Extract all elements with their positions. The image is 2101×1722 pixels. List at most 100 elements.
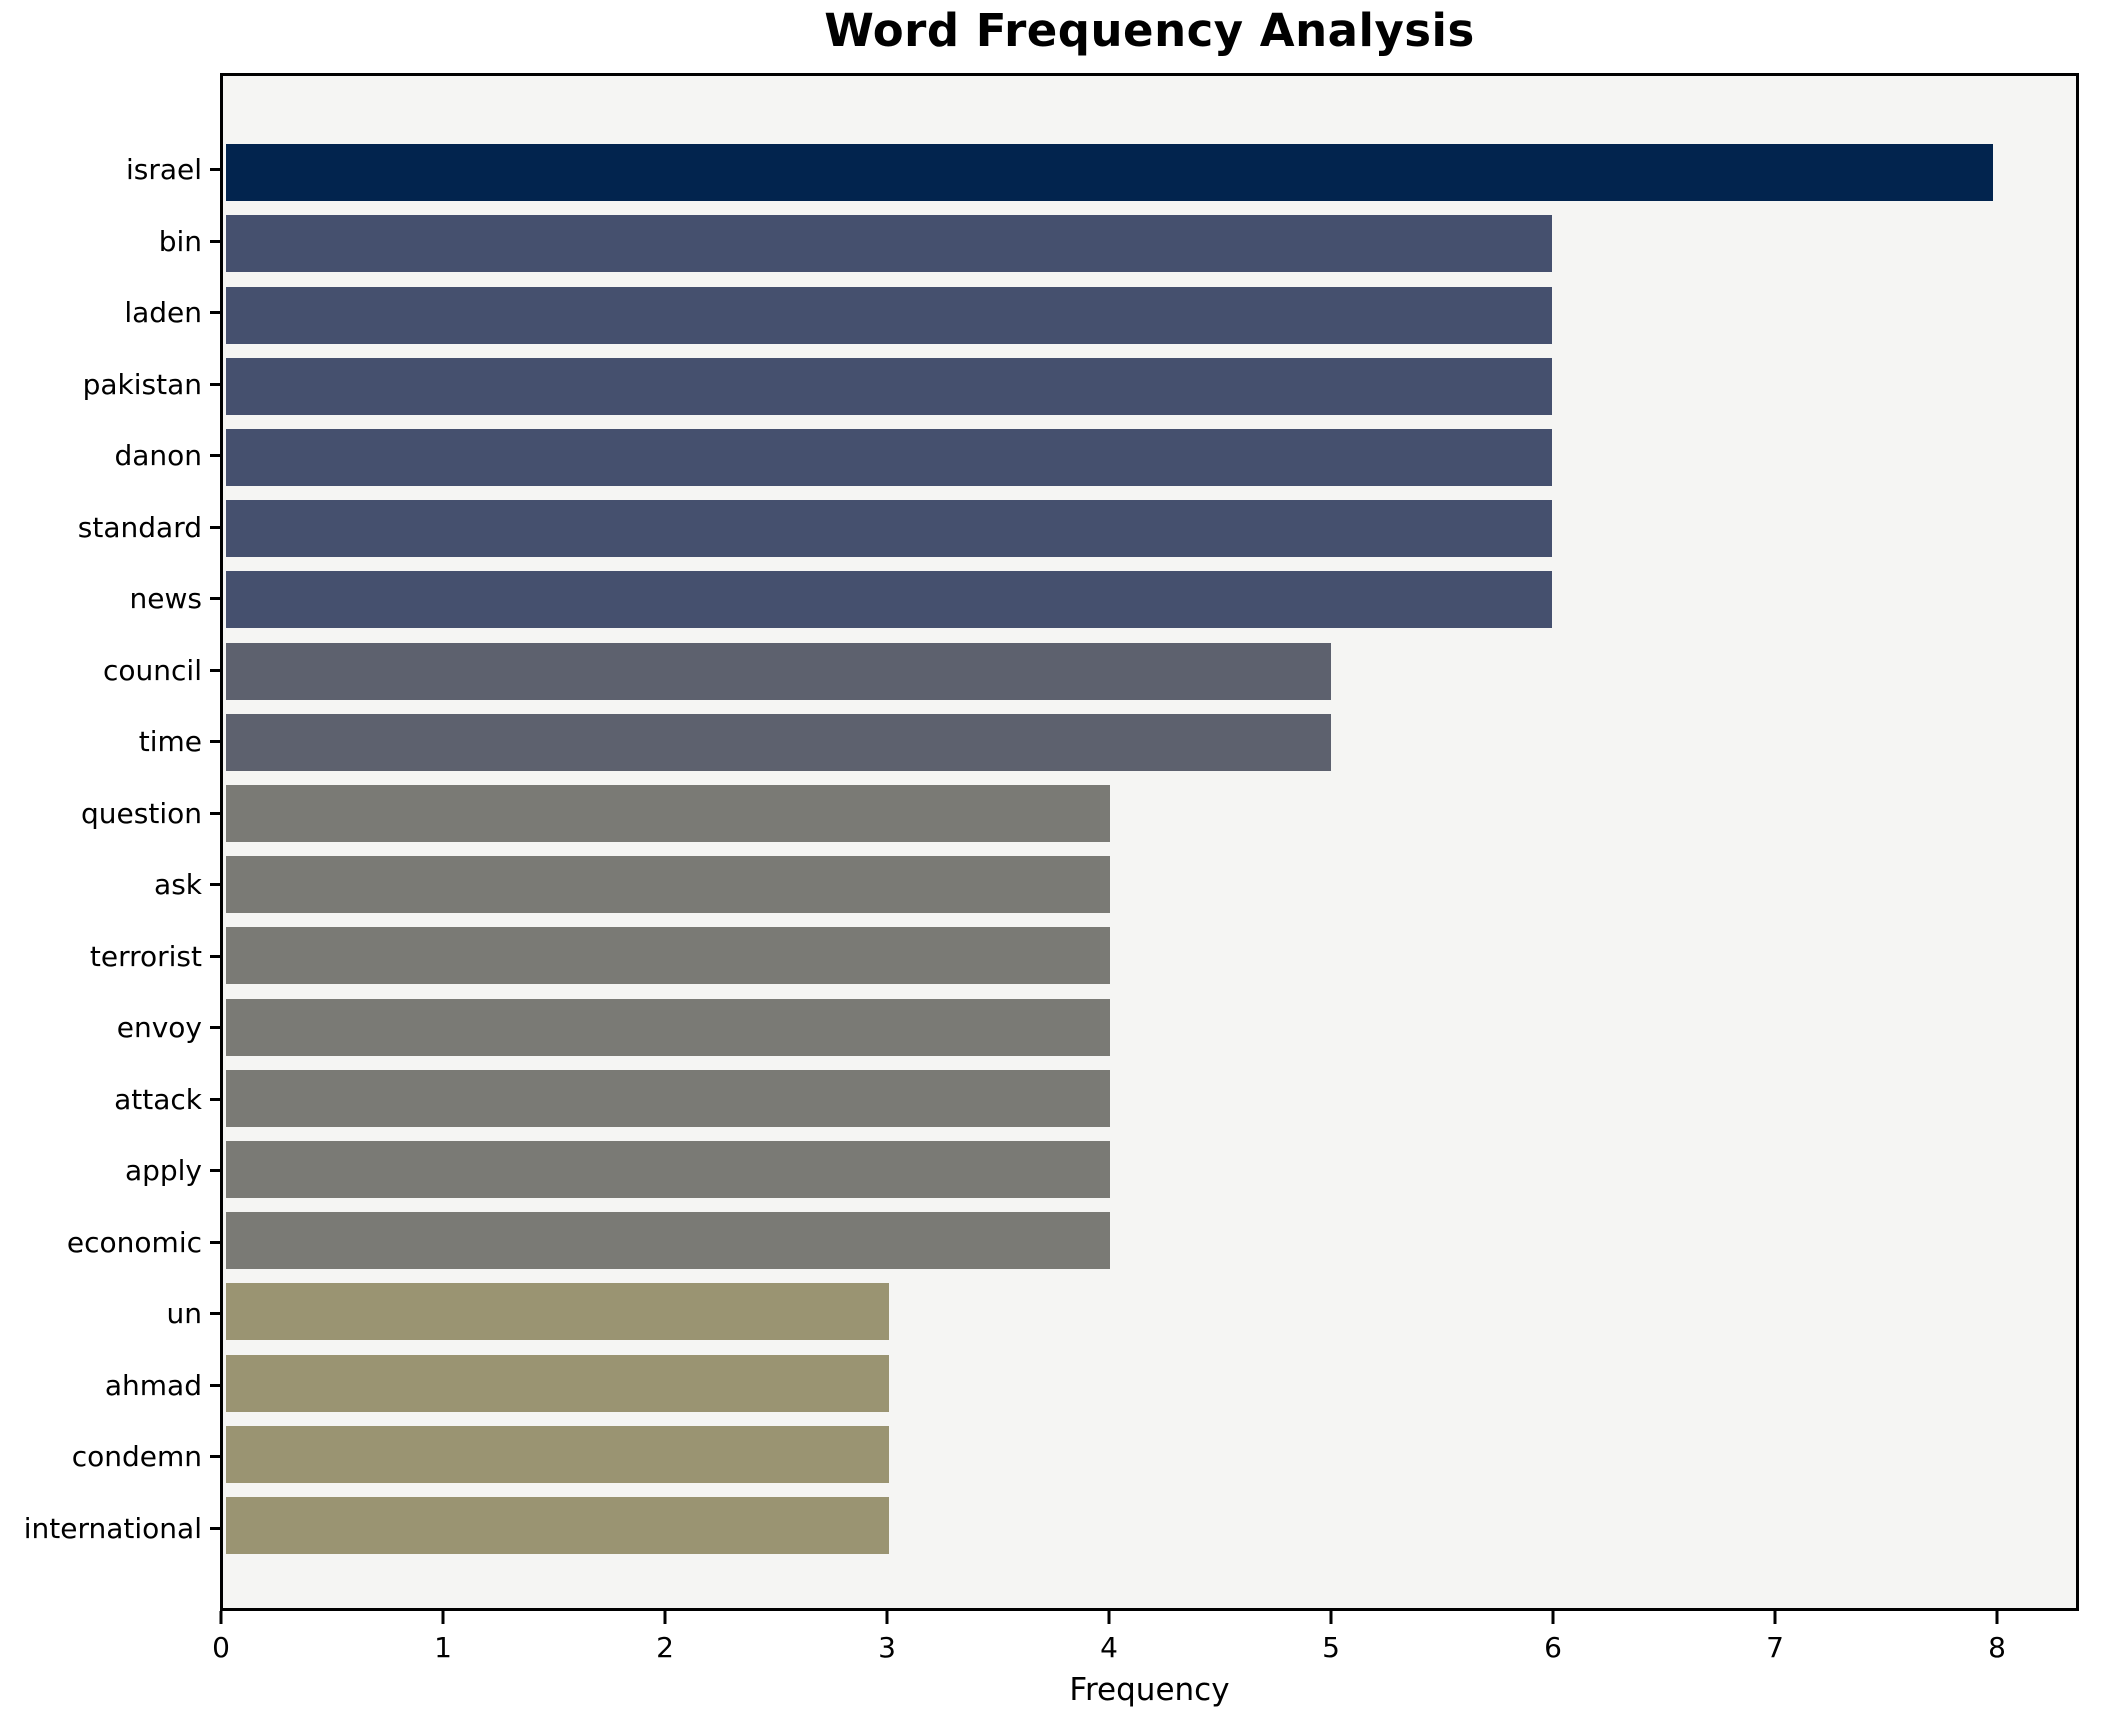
bar-laden [226, 286, 1552, 344]
bar-band [226, 635, 2073, 706]
x-tick-mark [441, 1611, 445, 1624]
x-tick-label: 6 [1544, 1631, 1562, 1664]
plot-area [220, 73, 2079, 1611]
y-tick-label: council [103, 653, 202, 687]
y-tick-label: ask [154, 868, 202, 902]
plot-bands [226, 79, 2073, 1605]
y-axis-labels: israel bin laden pakistan danon standard news c… [0, 76, 220, 1608]
bar-time [226, 713, 1331, 771]
y-tick-mark [210, 1169, 220, 1173]
y-tick-label: news [129, 582, 202, 616]
y-tick-mark [210, 668, 220, 672]
bar-band [226, 279, 2073, 350]
bar-bin [226, 215, 1552, 273]
y-tick-mark [210, 1240, 220, 1244]
y-tick-label: time [138, 725, 202, 759]
x-axis: 0 1 2 3 4 5 6 7 8 [212, 1611, 2077, 1681]
x-tick-mark [663, 1611, 667, 1624]
bar-pakistan [226, 357, 1552, 415]
y-axis-row: pakistan [0, 349, 220, 421]
y-tick-mark [210, 1097, 220, 1101]
bar-band [226, 564, 2073, 635]
y-axis-row: israel [0, 134, 220, 206]
bar-band [226, 422, 2073, 493]
y-axis-row: question [0, 778, 220, 850]
x-tick-label: 5 [1322, 1631, 1340, 1664]
bar-condemn [226, 1425, 889, 1483]
y-tick-label: danon [114, 439, 202, 473]
bar-israel [226, 144, 1994, 202]
y-tick-label: international [23, 1511, 202, 1545]
y-axis-row: standard [0, 492, 220, 564]
y-axis-row: bin [0, 206, 220, 278]
y-tick-mark [210, 1312, 220, 1316]
bar-news [226, 571, 1552, 629]
bar-envoy [226, 998, 1110, 1056]
y-axis-row: council [0, 635, 220, 707]
bar-band [226, 1490, 2073, 1561]
y-axis-row: time [0, 706, 220, 778]
bar-band [226, 707, 2073, 778]
y-tick-mark [210, 1455, 220, 1459]
x-tick-mark [1773, 1611, 1777, 1624]
bar-band [226, 1419, 2073, 1490]
bar-terrorist [226, 927, 1110, 985]
bar-band [226, 493, 2073, 564]
y-tick-mark [210, 311, 220, 315]
x-tick-label: 0 [212, 1631, 230, 1664]
x-tick-mark [1107, 1611, 1111, 1624]
y-axis-row: international [0, 1493, 220, 1565]
bar-band [226, 351, 2073, 422]
y-axis-row: envoy [0, 992, 220, 1064]
y-tick-mark [210, 740, 220, 744]
x-tick-label: 2 [656, 1631, 674, 1664]
y-axis-row: danon [0, 420, 220, 492]
chart-title: Word Frequency Analysis [824, 4, 1475, 57]
bar-band [226, 1276, 2073, 1347]
y-tick-mark [210, 954, 220, 958]
y-tick-label: laden [124, 296, 202, 330]
x-tick-mark [1329, 1611, 1333, 1624]
y-axis-row: laden [0, 277, 220, 349]
y-tick-label: pakistan [82, 367, 202, 401]
y-tick-mark [210, 454, 220, 458]
y-axis-row: economic [0, 1207, 220, 1279]
bar-band [226, 1134, 2073, 1205]
bar-band [226, 991, 2073, 1062]
bar-ask [226, 856, 1110, 914]
bar-band [226, 1063, 2073, 1134]
x-tick-label: 8 [1988, 1631, 2006, 1664]
bar-ahmad [226, 1354, 889, 1412]
bar-band [226, 778, 2073, 849]
y-tick-label: economic [66, 1225, 202, 1259]
x-axis-title: Frequency [1069, 1672, 1230, 1708]
x-tick-mark [219, 1611, 223, 1624]
x-tick-label: 4 [1100, 1631, 1118, 1664]
x-tick-mark [1551, 1611, 1555, 1624]
bar-international [226, 1496, 889, 1554]
y-axis-row: apply [0, 1135, 220, 1207]
y-tick-mark [210, 168, 220, 172]
y-axis-row: condemn [0, 1421, 220, 1493]
y-tick-label: terrorist [89, 939, 202, 973]
y-tick-label: bin [158, 224, 202, 258]
y-axis-row: ahmad [0, 1350, 220, 1422]
y-tick-mark [210, 597, 220, 601]
bar-standard [226, 500, 1552, 558]
y-tick-label: apply [124, 1154, 202, 1188]
y-tick-mark [210, 1383, 220, 1387]
y-tick-mark [210, 1526, 220, 1530]
x-tick-mark [885, 1611, 889, 1624]
x-tick-label: 1 [434, 1631, 452, 1664]
bar-un [226, 1283, 889, 1341]
bar-economic [226, 1212, 1110, 1270]
y-tick-mark [210, 239, 220, 243]
y-tick-label: condemn [71, 1440, 202, 1474]
y-tick-mark [210, 811, 220, 815]
y-axis-row: ask [0, 849, 220, 921]
y-tick-label: question [81, 796, 202, 830]
y-tick-label: envoy [116, 1011, 202, 1045]
y-axis-row: attack [0, 1064, 220, 1136]
x-tick-label: 7 [1766, 1631, 1784, 1664]
